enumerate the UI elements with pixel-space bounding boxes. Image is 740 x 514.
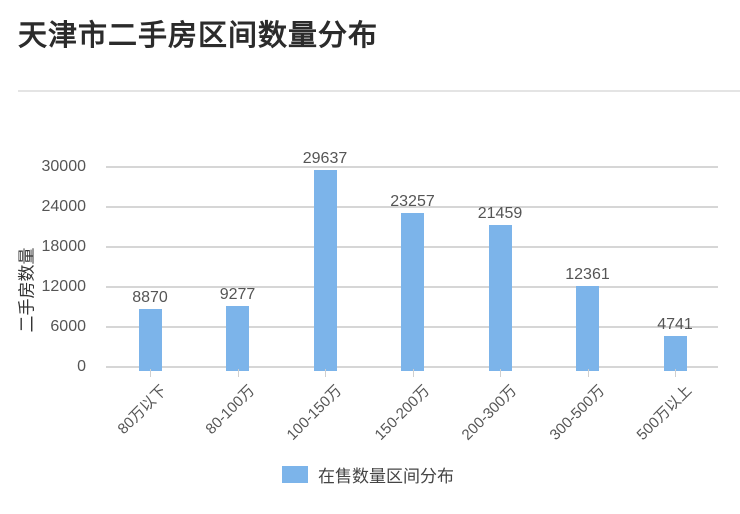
x-tick xyxy=(150,369,151,377)
x-tick xyxy=(675,369,676,377)
bar[interactable] xyxy=(226,306,249,371)
bar-value-label: 8870 xyxy=(132,288,168,306)
x-tick xyxy=(237,369,239,377)
gridline-24000 xyxy=(106,206,718,208)
y-tick-label: 6000 xyxy=(50,318,86,335)
y-axis-title: 二手房数量 xyxy=(17,247,38,333)
x-tick xyxy=(412,369,414,377)
y-tick-label: 30000 xyxy=(41,158,87,175)
bar-value-label: 4741 xyxy=(657,316,693,334)
bar[interactable] xyxy=(663,336,687,371)
bar-value-label: 29637 xyxy=(302,150,348,168)
y-tick-label: 0 xyxy=(77,358,86,375)
chart-title: 天津市二手房区间数量分布 xyxy=(18,18,379,52)
y-tick-label: 18000 xyxy=(41,238,87,255)
x-tick-label: 80万以下 xyxy=(114,382,171,438)
legend[interactable]: 在售数量区间分布 xyxy=(282,462,454,487)
x-tick-label: 500万以上 xyxy=(633,382,696,444)
bar[interactable] xyxy=(401,212,424,371)
y-axis-title-wrap: 二手房数量 xyxy=(10,240,40,340)
title-divider xyxy=(18,90,740,92)
x-tick-label: 100-150万 xyxy=(283,382,346,444)
bar[interactable] xyxy=(138,308,162,371)
x-tick xyxy=(587,369,589,377)
bar[interactable] xyxy=(576,285,599,371)
bar[interactable] xyxy=(488,224,512,371)
y-tick-label: 12000 xyxy=(41,278,87,295)
x-tick-label: 300-500万 xyxy=(546,382,608,444)
legend-label: 在售数量区间分布 xyxy=(318,467,454,487)
y-tick-label: 24000 xyxy=(41,198,87,215)
bar-value-label: 23257 xyxy=(390,192,435,210)
bar[interactable] xyxy=(313,170,337,371)
x-tick-label: 80-100万 xyxy=(201,382,258,438)
x-tick xyxy=(325,369,326,377)
bar-value-label: 12361 xyxy=(565,265,610,283)
x-tick-label: 150-200万 xyxy=(371,382,433,444)
legend-swatch xyxy=(282,466,308,483)
x-tick xyxy=(500,369,501,377)
gridline-30000 xyxy=(106,166,718,168)
bar-value-label: 21459 xyxy=(477,204,523,222)
x-tick-label: 200-300万 xyxy=(458,382,521,444)
bar-value-label: 9277 xyxy=(219,286,256,304)
